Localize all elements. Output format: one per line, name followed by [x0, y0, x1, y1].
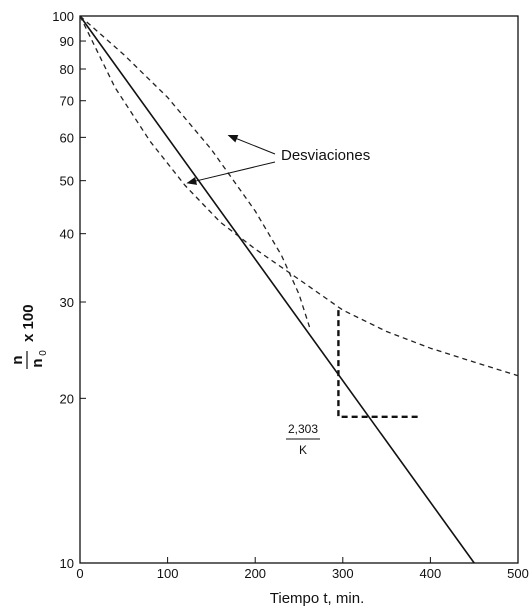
- x-tick-label: 300: [332, 566, 354, 581]
- y-tick-label: 30: [60, 295, 74, 310]
- y-axis-title-subscript: 0: [38, 350, 49, 356]
- y-tick-label: 90: [60, 34, 74, 49]
- slope-triangle: [337, 310, 422, 419]
- series-line-dashed-2: [79, 15, 519, 377]
- x-tick-label: 100: [157, 566, 179, 581]
- y-tick-label: 100: [52, 9, 74, 24]
- y-tick-label: 80: [60, 62, 74, 77]
- y-tick-label: 50: [60, 174, 74, 189]
- y-tick-label: 70: [60, 94, 74, 109]
- x-tick-label: 200: [244, 566, 266, 581]
- plot-frame: [79, 15, 519, 564]
- y-tick-label: 10: [60, 556, 74, 571]
- x-tick-label: 0: [76, 566, 83, 581]
- y-axis-title-denominator: n: [29, 358, 46, 367]
- y-axis-ticks: 10 20 30 40 50 60 70 80 90 100: [52, 9, 86, 571]
- deviation-arrow-lower: [186, 161, 276, 185]
- y-axis-title-numerator: n: [9, 355, 26, 364]
- deviation-arrow-upper: [227, 134, 276, 155]
- x-tick-label: 500: [507, 566, 529, 581]
- deviations-label: Desviaciones: [281, 147, 370, 164]
- y-tick-label: 20: [60, 391, 74, 406]
- slope-label-numerator: 2,303: [288, 422, 318, 436]
- y-axis-title: n n 0 x 100: [9, 304, 49, 369]
- annotation-layer: Desviaciones 2,303 K: [186, 134, 422, 457]
- series-line-solid: [79, 15, 475, 564]
- x-axis-title: Tiempo t, min.: [270, 590, 364, 607]
- series-layer: [79, 15, 519, 564]
- y-tick-label: 60: [60, 130, 74, 145]
- y-axis-title-suffix: x 100: [20, 304, 37, 342]
- x-tick-label: 400: [420, 566, 442, 581]
- y-tick-label: 40: [60, 227, 74, 242]
- slope-label-denominator: K: [299, 443, 307, 457]
- series-line-dashed-1: [79, 15, 311, 328]
- x-axis-ticks: 0 100 200 300 400 500: [76, 557, 529, 581]
